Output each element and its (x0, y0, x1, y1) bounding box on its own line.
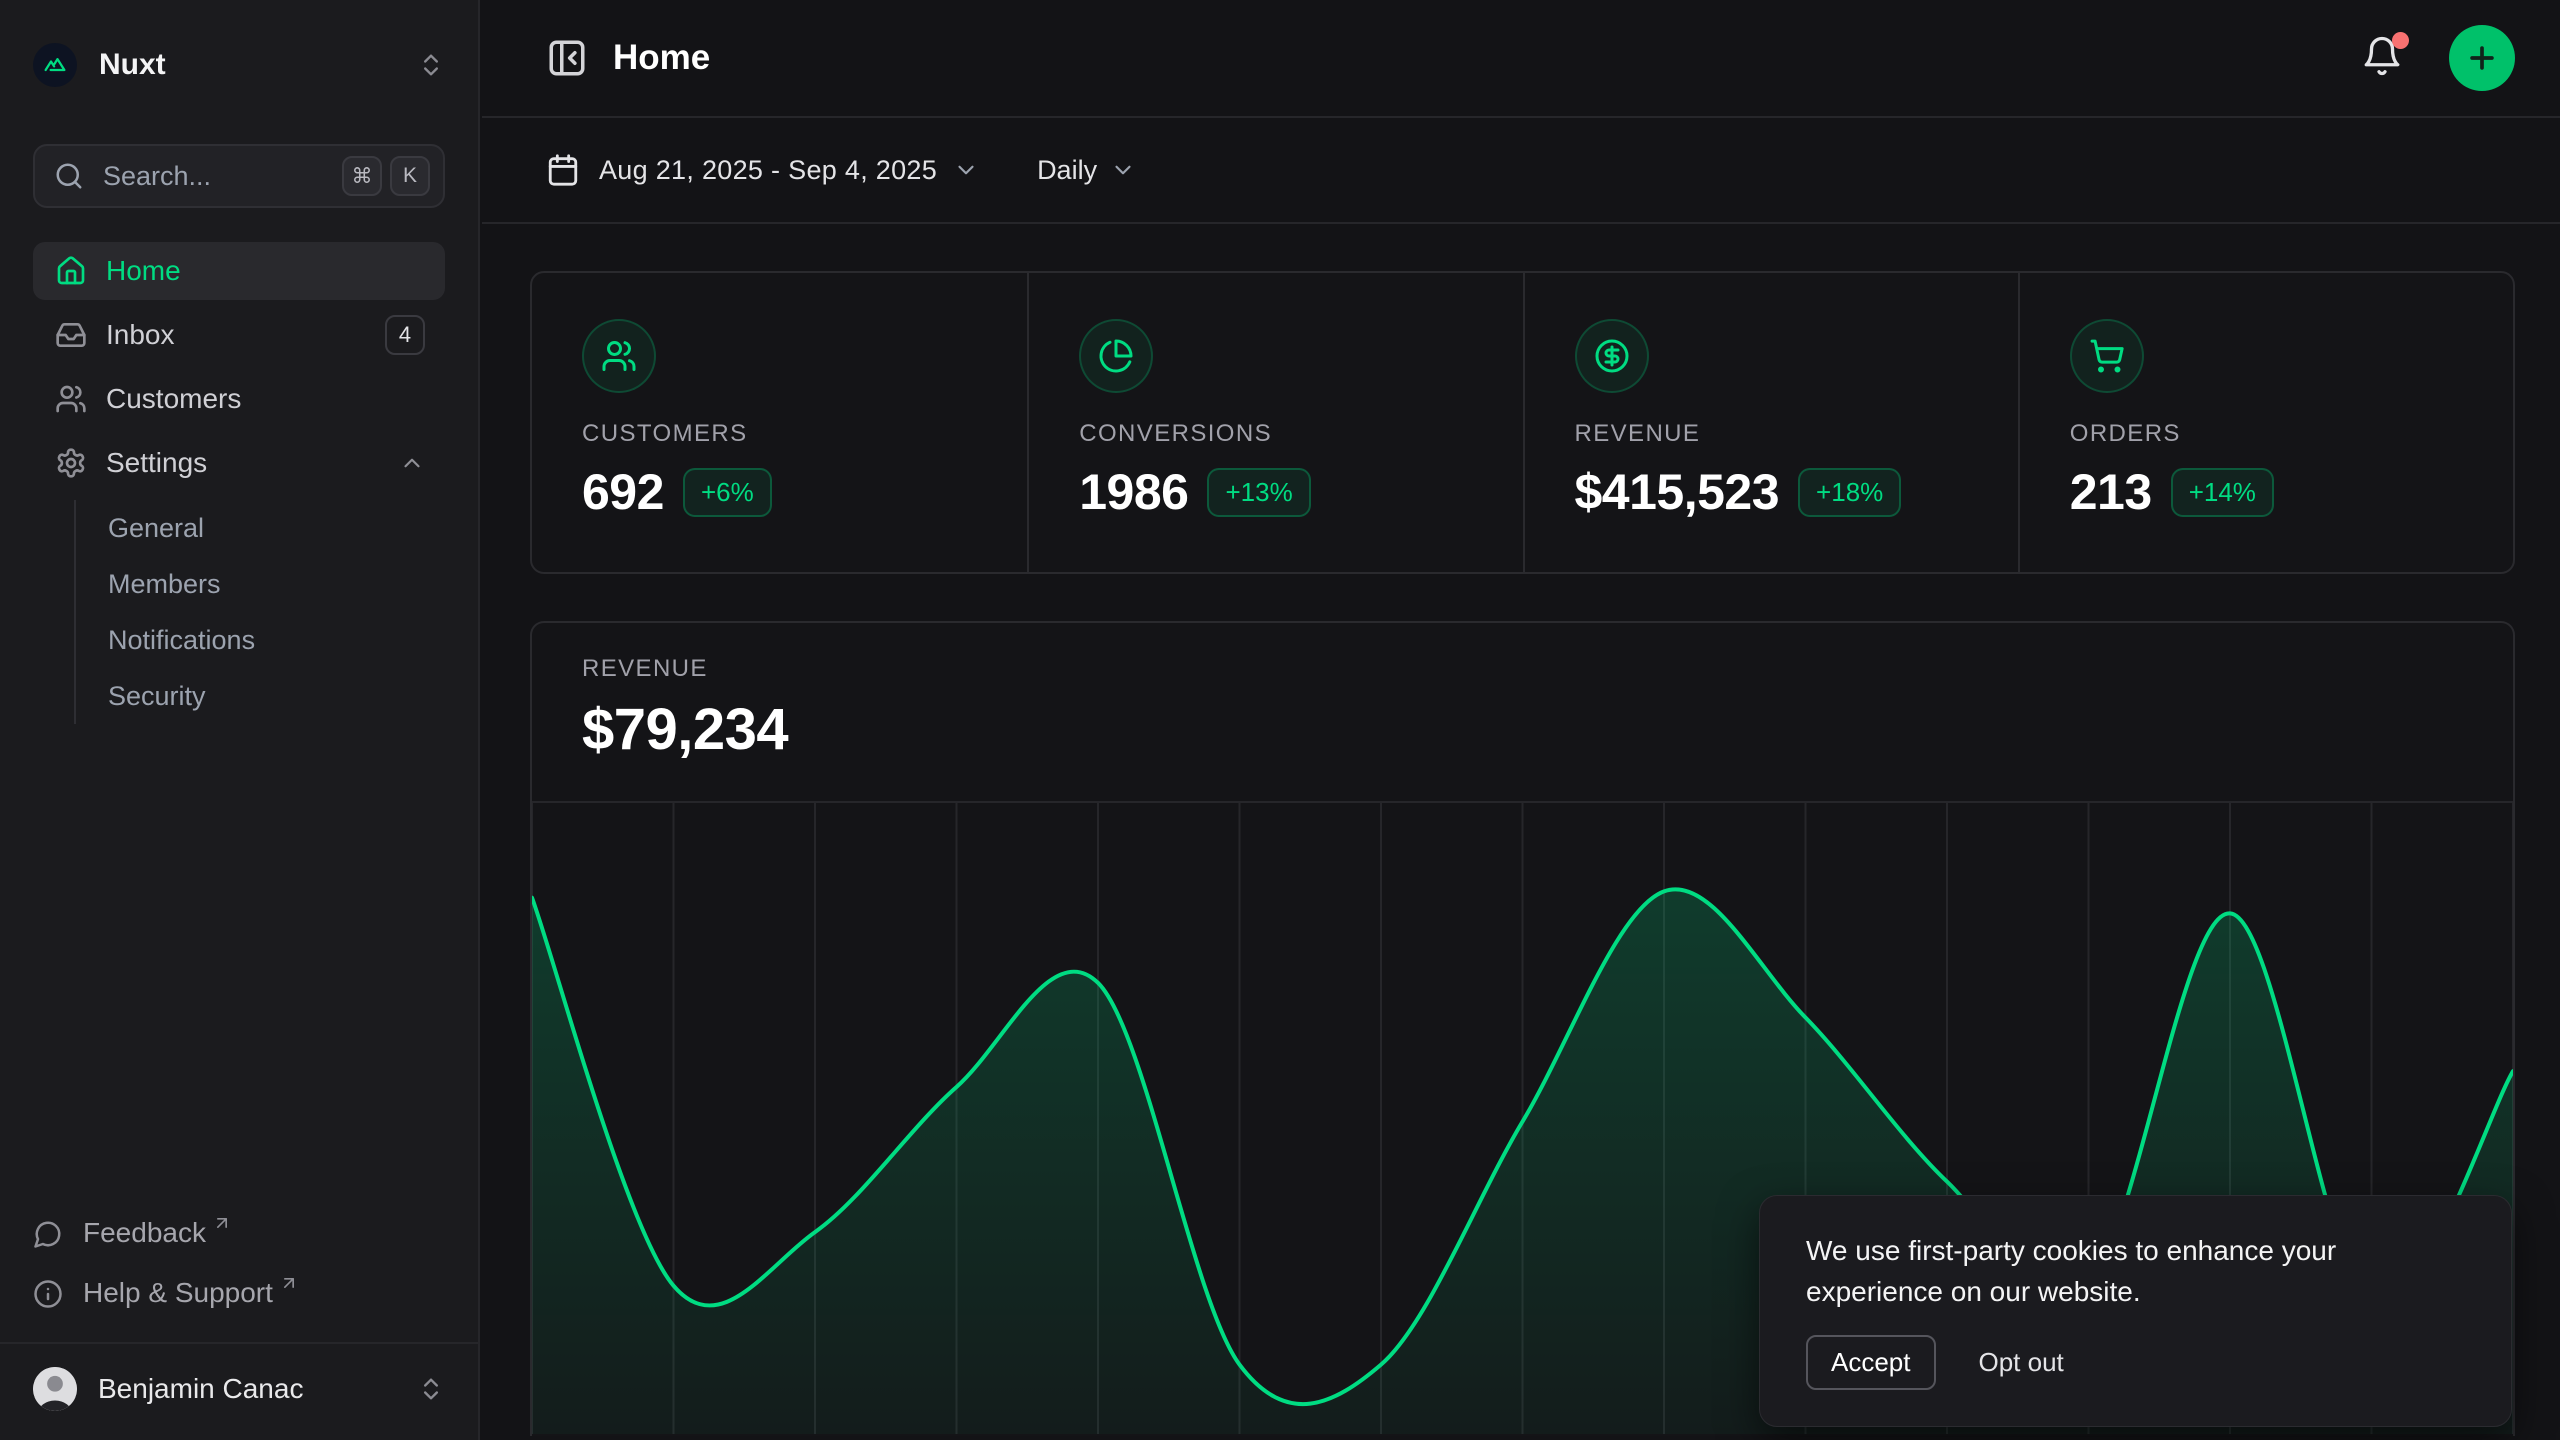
stat-label: ORDERS (2070, 420, 2493, 448)
stat-delta-badge: +6% (683, 468, 772, 517)
sidebar-item-customers[interactable]: Customers (33, 370, 445, 428)
add-button[interactable] (2449, 25, 2515, 91)
cookie-banner: We use first-party cookies to enhance yo… (1759, 1195, 2512, 1427)
workspace-switcher[interactable]: Nuxt (33, 43, 445, 87)
stat-value: $415,523 (1575, 463, 1780, 521)
revenue-total: $79,234 (582, 696, 2463, 763)
help-support-link[interactable]: Help & Support (33, 1266, 445, 1320)
kbd-k: K (390, 156, 430, 196)
info-circle-icon (33, 1279, 63, 1309)
stat-value: 692 (582, 463, 664, 521)
external-link-arrow-icon (279, 1273, 299, 1293)
users-icon (55, 383, 87, 415)
chevron-up-icon (399, 450, 425, 476)
cookie-optout-button[interactable]: Opt out (1979, 1347, 2064, 1378)
kbd-cmd: ⌘ (342, 156, 382, 196)
chevrons-up-down-icon (417, 51, 445, 79)
home-icon (55, 255, 87, 287)
stat-card-revenue[interactable]: REVENUE $415,523 +18% (1523, 273, 2018, 572)
sidebar-item-general[interactable]: General (108, 500, 445, 556)
sidebar-item-home[interactable]: Home (33, 242, 445, 300)
revenue-panel-header: REVENUE $79,234 (532, 623, 2513, 801)
calendar-icon (546, 153, 580, 187)
settings-subtree: General Members Notifications Security (74, 500, 445, 724)
interval-label: Daily (1037, 155, 1097, 186)
date-range-label: Aug 21, 2025 - Sep 4, 2025 (599, 155, 937, 186)
search-input[interactable]: Search... ⌘ K (33, 144, 445, 208)
plus-icon (2465, 41, 2499, 75)
external-link-arrow-icon (212, 1213, 232, 1233)
gear-icon (55, 447, 87, 479)
page-title: Home (613, 38, 710, 78)
stat-card-orders[interactable]: ORDERS 213 +14% (2018, 273, 2513, 572)
search-icon (54, 161, 84, 191)
chevron-down-icon (953, 157, 979, 183)
sidebar-item-security[interactable]: Security (108, 668, 445, 724)
inbox-icon (55, 319, 87, 351)
stat-value: 213 (2070, 463, 2152, 521)
chat-bubble-icon (33, 1219, 63, 1249)
revenue-label: REVENUE (582, 655, 2463, 683)
sidebar-item-settings[interactable]: Settings (33, 434, 445, 492)
stat-delta-badge: +14% (2171, 468, 2274, 517)
sidebar-collapse-icon[interactable] (546, 37, 588, 79)
interval-select[interactable]: Daily (1037, 155, 1136, 186)
notifications-button[interactable] (2361, 35, 2407, 81)
stat-label: REVENUE (1575, 420, 1998, 448)
stat-label: CONVERSIONS (1079, 420, 1502, 448)
stat-value: 1986 (1079, 463, 1188, 521)
sidebar: Nuxt Search... ⌘ K Home Inbox 4 Customer… (0, 0, 480, 1440)
sidebar-item-members[interactable]: Members (108, 556, 445, 612)
stat-delta-badge: +13% (1207, 468, 1310, 517)
toolbar: Aug 21, 2025 - Sep 4, 2025 Daily (482, 118, 2560, 224)
sidebar-divider (0, 1342, 478, 1344)
search-placeholder: Search... (103, 161, 211, 192)
cookie-message: We use first-party cookies to enhance yo… (1806, 1230, 2406, 1312)
notification-dot (2392, 32, 2409, 49)
stats-grid: CUSTOMERS 692 +6% CONVERSIONS 1986 +13% (530, 271, 2515, 574)
workspace-name: Nuxt (99, 48, 166, 82)
user-menu[interactable]: Benjamin Canac (33, 1360, 445, 1418)
cookie-accept-button[interactable]: Accept (1806, 1335, 1936, 1390)
avatar (33, 1367, 77, 1411)
sidebar-nav: Home Inbox 4 Customers Settings General … (33, 242, 445, 728)
stat-card-conversions[interactable]: CONVERSIONS 1986 +13% (1027, 273, 1522, 572)
main-header: Home (482, 0, 2560, 118)
chevron-down-icon (1110, 157, 1136, 183)
stat-card-customers[interactable]: CUSTOMERS 692 +6% (532, 273, 1027, 572)
shopping-cart-icon (2070, 319, 2144, 393)
chevrons-up-down-icon (417, 1375, 445, 1403)
nuxt-logo-icon (33, 43, 77, 87)
user-name: Benjamin Canac (98, 1373, 303, 1405)
inbox-count-badge: 4 (385, 315, 425, 355)
dollar-circle-icon (1575, 319, 1649, 393)
pie-chart-icon (1079, 319, 1153, 393)
feedback-link[interactable]: Feedback (33, 1206, 445, 1260)
sidebar-item-inbox[interactable]: Inbox 4 (33, 306, 445, 364)
date-range-picker[interactable]: Aug 21, 2025 - Sep 4, 2025 (546, 153, 979, 187)
sidebar-item-notifications[interactable]: Notifications (108, 612, 445, 668)
users-icon (582, 319, 656, 393)
stat-delta-badge: +18% (1798, 468, 1901, 517)
stat-label: CUSTOMERS (582, 420, 1007, 448)
